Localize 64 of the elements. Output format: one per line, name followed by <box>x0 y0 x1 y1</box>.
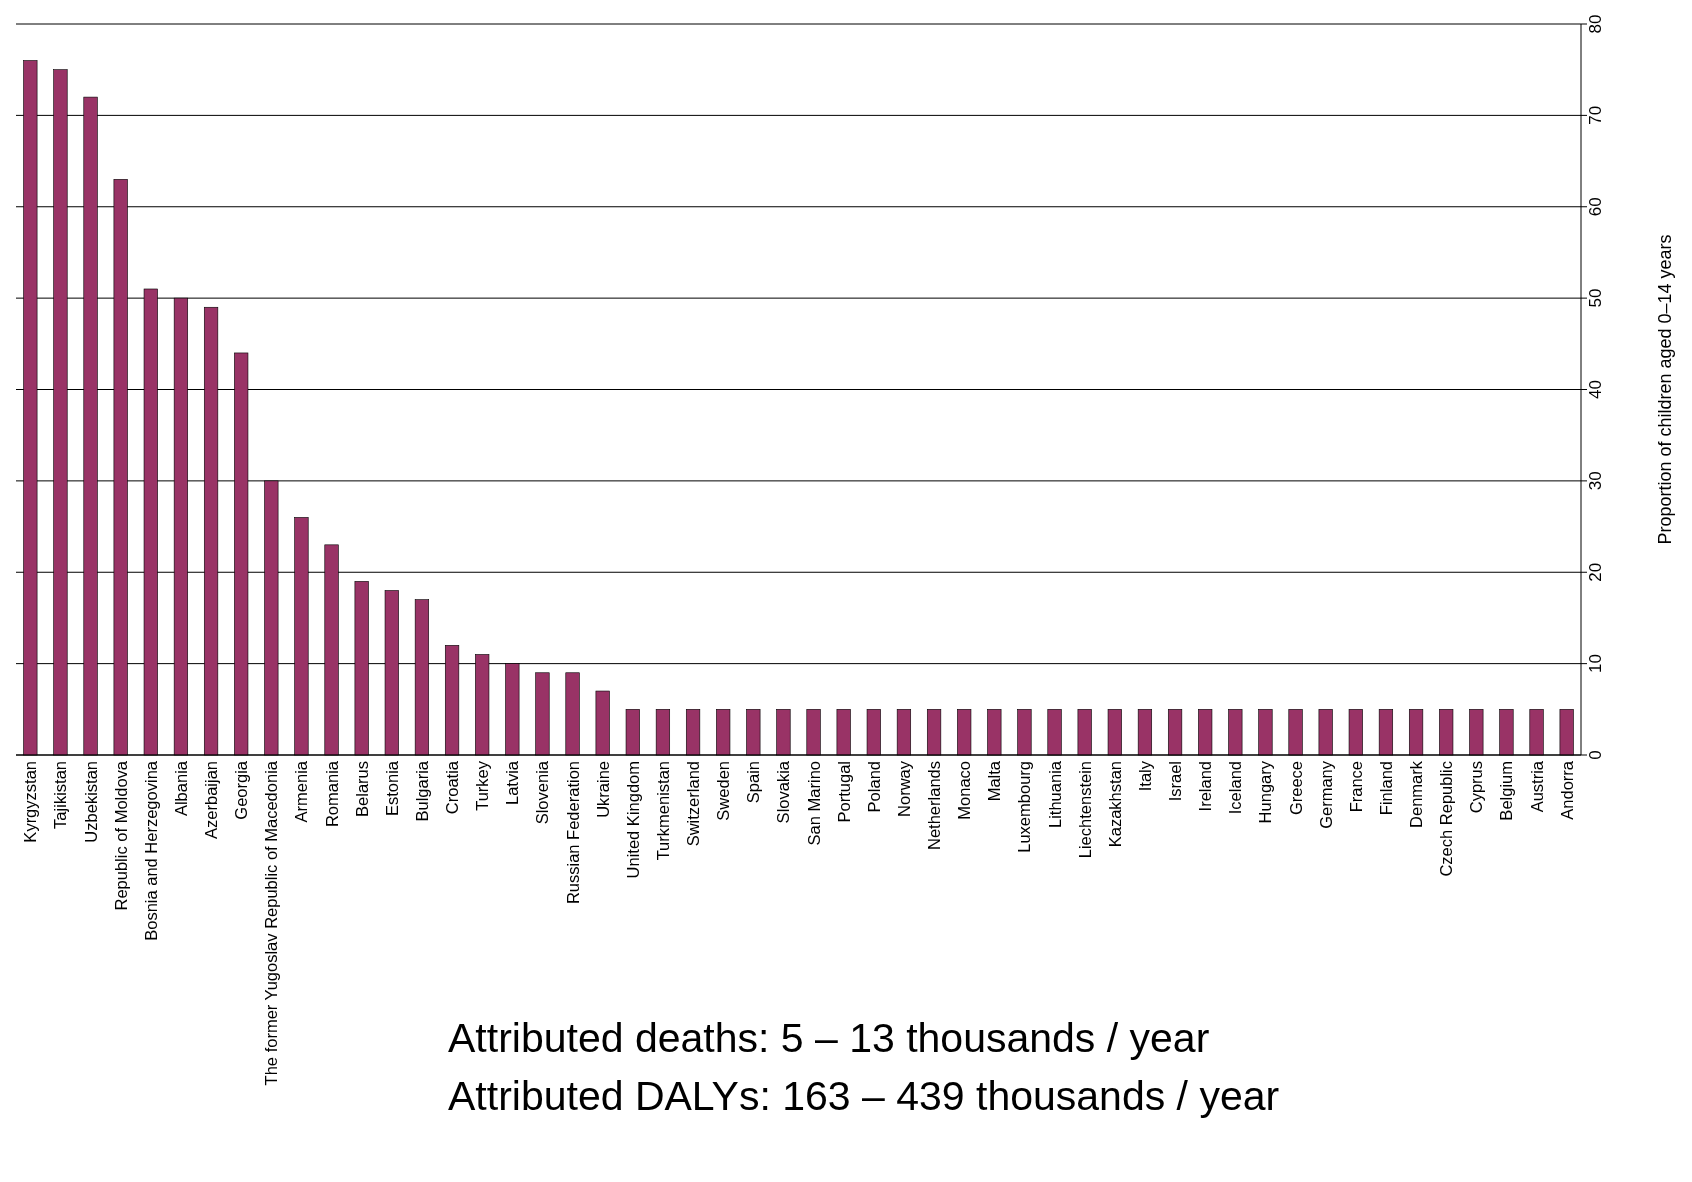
x-tick-label: Andorra <box>1557 760 1576 820</box>
y-tick-label: 10 <box>1586 654 1605 674</box>
x-tick-label: Malta <box>985 760 1004 802</box>
x-tick-label: Ukraine <box>593 761 612 818</box>
x-tick-label: Georgia <box>232 760 251 820</box>
x-tick-label: Albania <box>171 760 190 817</box>
x-tick-label: Cyprus <box>1467 761 1486 814</box>
x-tick-label: Hungary <box>1256 760 1275 824</box>
y-tick-label: 30 <box>1586 471 1605 491</box>
x-tick-label: Liechtenstein <box>1075 761 1094 859</box>
x-tick-label: Belarus <box>352 761 371 817</box>
y-tick-label: 80 <box>1586 14 1605 34</box>
x-tick-label: San Marino <box>804 761 823 846</box>
y-tick-label: 20 <box>1586 562 1605 582</box>
x-tick-label: Tajikistan <box>51 761 70 829</box>
x-tick-label: Denmark <box>1407 760 1426 828</box>
x-tick-label: Slovenia <box>533 760 552 825</box>
x-tick-label: Bosnia and Herzegovina <box>141 760 160 941</box>
x-tick-label: Bulgaria <box>412 760 431 822</box>
x-tick-label: Portugal <box>834 761 853 823</box>
x-tick-label: Kazakhstan <box>1105 761 1124 848</box>
y-tick-label: 60 <box>1586 197 1605 217</box>
x-tick-label: Slovakia <box>774 760 793 824</box>
y-tick-label: 40 <box>1586 380 1605 399</box>
x-tick-label: Estonia <box>382 760 401 817</box>
x-tick-label: Uzbekistan <box>81 761 100 843</box>
x-tick-label: Greece <box>1286 761 1305 816</box>
x-tick-label: Iceland <box>1226 761 1245 815</box>
x-tick-label: Spain <box>744 761 763 804</box>
x-tick-label: Monaco <box>955 761 974 820</box>
x-tick-label: Turkmenistan <box>653 761 672 861</box>
x-tick-label: Switzerland <box>684 761 703 847</box>
x-tick-label: Ireland <box>1196 761 1215 812</box>
x-tick-label: United Kingdom <box>623 761 642 879</box>
x-tick-label: Romania <box>322 760 341 828</box>
x-tick-label: Netherlands <box>925 761 944 850</box>
x-tick-label: Latvia <box>503 760 522 806</box>
x-tick-label: Turkey <box>473 760 492 811</box>
y-axis-title: Proportion of children aged 0–14 years <box>1655 234 1675 545</box>
x-tick-label: Republic of Moldova <box>111 760 130 911</box>
x-tick-label: The former Yugoslav Republic of Macedonia <box>262 760 281 1086</box>
x-tick-label: Czech Republic <box>1437 761 1456 877</box>
x-tick-label: Norway <box>894 760 913 817</box>
x-tick-label: Finland <box>1376 761 1395 816</box>
x-tick-label: Italy <box>1135 760 1154 792</box>
x-tick-label: France <box>1346 761 1365 813</box>
x-tick-label: Sweden <box>714 761 733 821</box>
text: Attributed DALYs: 163 – 439 thousands / year <box>448 1073 1280 1119</box>
text: Attributed deaths: 5 – 13 thousands / year <box>448 1015 1210 1061</box>
x-tick-label: Armenia <box>292 760 311 823</box>
x-tick-label: Russian Federation <box>563 761 582 905</box>
x-tick-label: Belgium <box>1497 761 1516 821</box>
x-tick-label: Luxembourg <box>1015 761 1034 853</box>
y-tick-label: 0 <box>1586 750 1605 760</box>
x-tick-label: Germany <box>1316 760 1335 829</box>
x-tick-label: Kyrgyzstan <box>21 761 40 843</box>
x-tick-label: Israel <box>1166 761 1185 802</box>
x-tick-label: Azerbaijan <box>202 761 221 839</box>
x-tick-label: Lithuania <box>1045 760 1064 828</box>
y-tick-label: 50 <box>1586 288 1605 308</box>
y-tick-label: 70 <box>1586 105 1605 125</box>
x-tick-label: Croatia <box>443 760 462 815</box>
x-tick-label: Austria <box>1527 760 1546 813</box>
x-tick-label: Poland <box>864 761 883 813</box>
